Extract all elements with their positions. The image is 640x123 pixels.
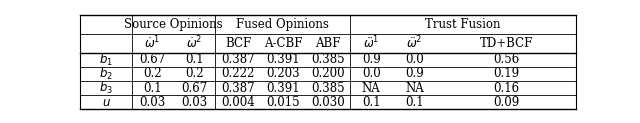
Text: $b_3$: $b_3$ <box>99 80 113 96</box>
Text: NA: NA <box>405 82 424 95</box>
Text: $u$: $u$ <box>102 96 111 109</box>
Text: 0.222: 0.222 <box>221 67 255 80</box>
Text: Fused Opinions: Fused Opinions <box>236 18 329 31</box>
Text: 0.391: 0.391 <box>266 53 300 66</box>
Text: 0.2: 0.2 <box>185 67 204 80</box>
Text: 0.030: 0.030 <box>311 96 344 109</box>
Text: 0.2: 0.2 <box>143 67 162 80</box>
Text: 0.203: 0.203 <box>266 67 300 80</box>
Text: 0.03: 0.03 <box>140 96 166 109</box>
Text: Trust Fusion: Trust Fusion <box>425 18 500 31</box>
Text: 0.9: 0.9 <box>362 53 381 66</box>
Text: A-CBF: A-CBF <box>264 37 303 50</box>
Text: 0.1: 0.1 <box>185 53 204 66</box>
Text: 0.015: 0.015 <box>266 96 300 109</box>
Text: Source Opinions: Source Opinions <box>124 18 223 31</box>
Text: TD+BCF: TD+BCF <box>479 37 532 50</box>
Text: $b_1$: $b_1$ <box>99 52 113 68</box>
Text: $\ddot{\omega}^1$: $\ddot{\omega}^1$ <box>363 35 380 51</box>
Text: 0.0: 0.0 <box>362 67 381 80</box>
Text: BCF: BCF <box>225 37 251 50</box>
Text: 0.03: 0.03 <box>181 96 207 109</box>
Text: 0.19: 0.19 <box>493 67 519 80</box>
Text: 0.1: 0.1 <box>143 82 162 95</box>
Text: 0.9: 0.9 <box>405 67 424 80</box>
Text: NA: NA <box>362 82 381 95</box>
Text: 0.67: 0.67 <box>140 53 166 66</box>
Text: ABF: ABF <box>315 37 340 50</box>
Text: 0.004: 0.004 <box>221 96 255 109</box>
Text: 0.391: 0.391 <box>266 82 300 95</box>
Text: 0.56: 0.56 <box>493 53 519 66</box>
Text: 0.385: 0.385 <box>311 53 344 66</box>
Text: $\dot{\omega}^1$: $\dot{\omega}^1$ <box>145 35 161 51</box>
Text: 0.385: 0.385 <box>311 82 344 95</box>
Text: 0.200: 0.200 <box>311 67 344 80</box>
Text: $\dot{\omega}^2$: $\dot{\omega}^2$ <box>186 35 202 51</box>
Text: 0.387: 0.387 <box>221 53 255 66</box>
Text: 0.1: 0.1 <box>362 96 380 109</box>
Text: 0.09: 0.09 <box>493 96 519 109</box>
Text: $b_2$: $b_2$ <box>99 66 113 82</box>
Text: 0.67: 0.67 <box>181 82 207 95</box>
Text: 0.16: 0.16 <box>493 82 519 95</box>
Text: 0.0: 0.0 <box>405 53 424 66</box>
Text: 0.387: 0.387 <box>221 82 255 95</box>
Text: 0.1: 0.1 <box>405 96 424 109</box>
Text: $\ddot{\omega}^2$: $\ddot{\omega}^2$ <box>406 35 422 51</box>
